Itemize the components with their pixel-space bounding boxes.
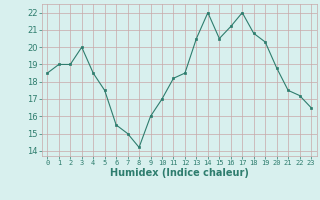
X-axis label: Humidex (Indice chaleur): Humidex (Indice chaleur) — [110, 168, 249, 178]
